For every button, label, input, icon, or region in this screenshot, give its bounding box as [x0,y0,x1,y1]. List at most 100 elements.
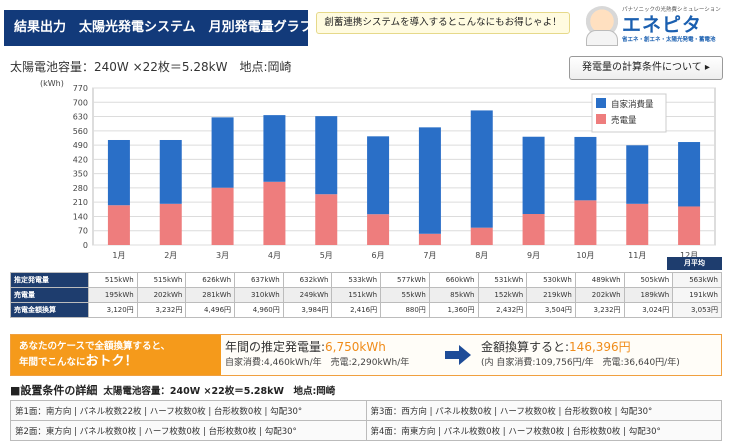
bar-self-consumption [418,127,441,234]
monthly-average-header: 月平均 [667,257,722,270]
y-tick-label: 420 [73,155,88,164]
y-tick-label: 70 [78,227,88,236]
bar-sell [626,203,649,245]
promo-banner[interactable]: 創蓄連携システムを導入するとこんなにもお得じゃよ！ [316,12,570,34]
logo-subtitle: 省エネ・創エネ・太陽光発電・蓄電池 [622,37,716,43]
monthly-generation-chart: 0 70 140 210 280 350 420 490 560 630 700 770 (kWh) 1月… [40,79,716,260]
bar-sell [367,214,390,245]
table-cell: 202kWh [574,287,625,303]
table-cell: 3,504円 [526,302,576,318]
table-cell: 310kWh [234,287,284,303]
x-tick-label: 2月 [164,251,177,260]
bar-sell [159,203,182,245]
bar-sell [418,233,441,245]
table-cell: 632kWh [282,272,333,288]
callout-line2: 年間でこんなに [19,357,86,368]
table-cell: 2,416円 [331,302,382,318]
y-tick-label: 350 [73,170,88,179]
annual-money: 金額換算すると:146,396円 (内 自家消費:109,756円/年 売電:3… [481,338,680,368]
bar-sell [470,227,493,245]
conditions-heading: ■設置条件の詳細 太陽電池容量：240W ×22枚＝5.28kW 地点:岡崎 [10,382,335,398]
x-tick-label: 7月 [423,251,436,260]
savings-callout: あなたのケースで全額換算すると、 年間でこんなにおトク！ [11,335,221,375]
y-tick-label: 280 [73,184,88,193]
table-cell: 219kWh [526,287,576,303]
row-header: 推定発電量 [10,272,89,288]
x-tick-label: 11月 [628,251,646,260]
table-cell: 637kWh [234,272,284,288]
table-cell: 530kWh [526,272,576,288]
bar-self-consumption [574,136,597,201]
table-cell: 533kWh [331,272,382,288]
callout-otoku: おトク！ [85,354,138,369]
face-3: 第3面：西方向 | パネル枚数0枚 | ハーフ枚数0枚 | 台形枚数0枚 | 勾… [365,400,722,421]
conditions-title: ■設置条件の詳細 [10,384,98,397]
legend-swatch [596,98,606,108]
annual-generation: 年間の推定発電量:6,750kWh 自家消費:4,460kWh/年 売電:2,2… [225,338,409,368]
table-cell: 3,120円 [88,302,138,318]
y-tick-label: 630 [73,113,88,122]
table-cell: 577kWh [380,272,430,288]
bar-self-consumption [522,136,545,215]
y-tick-label: 210 [73,198,88,207]
table-cell: 281kWh [185,287,236,303]
table-cell: 505kWh [623,272,674,288]
logo-brand: エネピタ [622,14,703,36]
bar-self-consumption [678,142,701,207]
table-cell: 660kWh [428,272,479,288]
table-cell: 55kWh [380,287,430,303]
table-cell: 202kWh [136,287,187,303]
table-cell-average: 3,053円 [672,302,722,318]
table-cell: 249kWh [282,287,333,303]
enepita-logo[interactable]: パナソニックの光熱費シミュレーション エネピタ 省エネ・創エネ・太陽光発電・蓄電… [578,4,728,46]
x-tick-label: 5月 [320,251,333,260]
y-tick-label: 700 [73,98,88,107]
table-cell: 4,496円 [185,302,236,318]
table-row: 売電金額換算 3,120円 3,232円 4,496円 4,960円 3,984円 2,41… [10,302,722,318]
y-axis-label: (kWh) [40,79,64,88]
table-cell: 1,360円 [428,302,479,318]
table-row: 推定発電量 515kWh 515kWh 626kWh 637kWh 632kWh 533kW… [10,272,722,288]
face-1: 第1面：南方向 | パネル枚数22枚 | ハーフ枚数0枚 | 台形枚数0枚 | … [10,400,367,421]
money-breakdown: (内 自家消費:109,756円/年 売電:36,640円/年) [481,358,680,368]
logo-tagline: パナソニックの光熱費シミュレーション [622,7,721,13]
arrow-right-icon [445,345,471,365]
table-cell: 626kWh [185,272,236,288]
callout-line1: あなたのケースで全額換算すると、 [19,341,171,352]
bar-sell [263,181,286,245]
table-cell: 2,432円 [477,302,528,318]
capacity-info: 太陽電池容量：240W ×22枚＝5.28kW 地点:岡崎 [10,60,292,74]
x-tick-label: 3月 [216,251,229,260]
table-cell: 515kWh [88,272,138,288]
bar-sell [315,194,338,245]
table-cell-average: 563kWh [672,272,722,288]
conditions-capacity: 太陽電池容量：240W ×22枚＝5.28kW 地点:岡崎 [103,386,336,397]
x-tick-label: 12月 [680,251,698,260]
bar-self-consumption [263,115,286,182]
table-cell: 3,232円 [574,302,625,318]
bar-self-consumption [107,139,130,206]
bar-self-consumption [159,139,182,204]
table-cell: 151kWh [331,287,382,303]
face-2: 第2面：東方向 | パネル枚数0枚 | ハーフ枚数0枚 | 台形枚数0枚 | 勾… [10,420,367,441]
bar-sell [522,214,545,245]
generation-label: 年間の推定発電量: [225,340,326,354]
y-tick-label: 140 [73,212,88,221]
table-cell: 152kWh [477,287,528,303]
y-tick-label: 770 [73,84,88,93]
table-cell: 189kWh [623,287,674,303]
x-tick-label: 9月 [527,251,540,260]
conditions-grid: 第1面：南方向 | パネル枚数22枚 | ハーフ枚数0枚 | 台形枚数0枚 | … [10,400,722,441]
page-title: 結果出力 太陽光発電システム 月別発電量グラフ [4,10,313,46]
row-header: 売電量 [10,287,89,303]
monthly-data-table: 推定発電量 515kWh 515kWh 626kWh 637kWh 632kWh 533kW… [10,272,722,318]
legend-swatch [596,114,606,124]
bar-sell [107,205,130,245]
calc-conditions-button[interactable]: 発電量の計算条件について ▸ [569,56,723,80]
table-row: 売電量 195kWh 202kWh 281kWh 310kWh 249kWh 151kWh 5… [10,287,722,303]
table-cell-average: 191kWh [672,287,722,303]
y-tick-label: 0 [83,241,88,250]
bar-self-consumption [211,117,234,188]
bar-sell [211,187,234,245]
table-cell: 3,232円 [136,302,187,318]
